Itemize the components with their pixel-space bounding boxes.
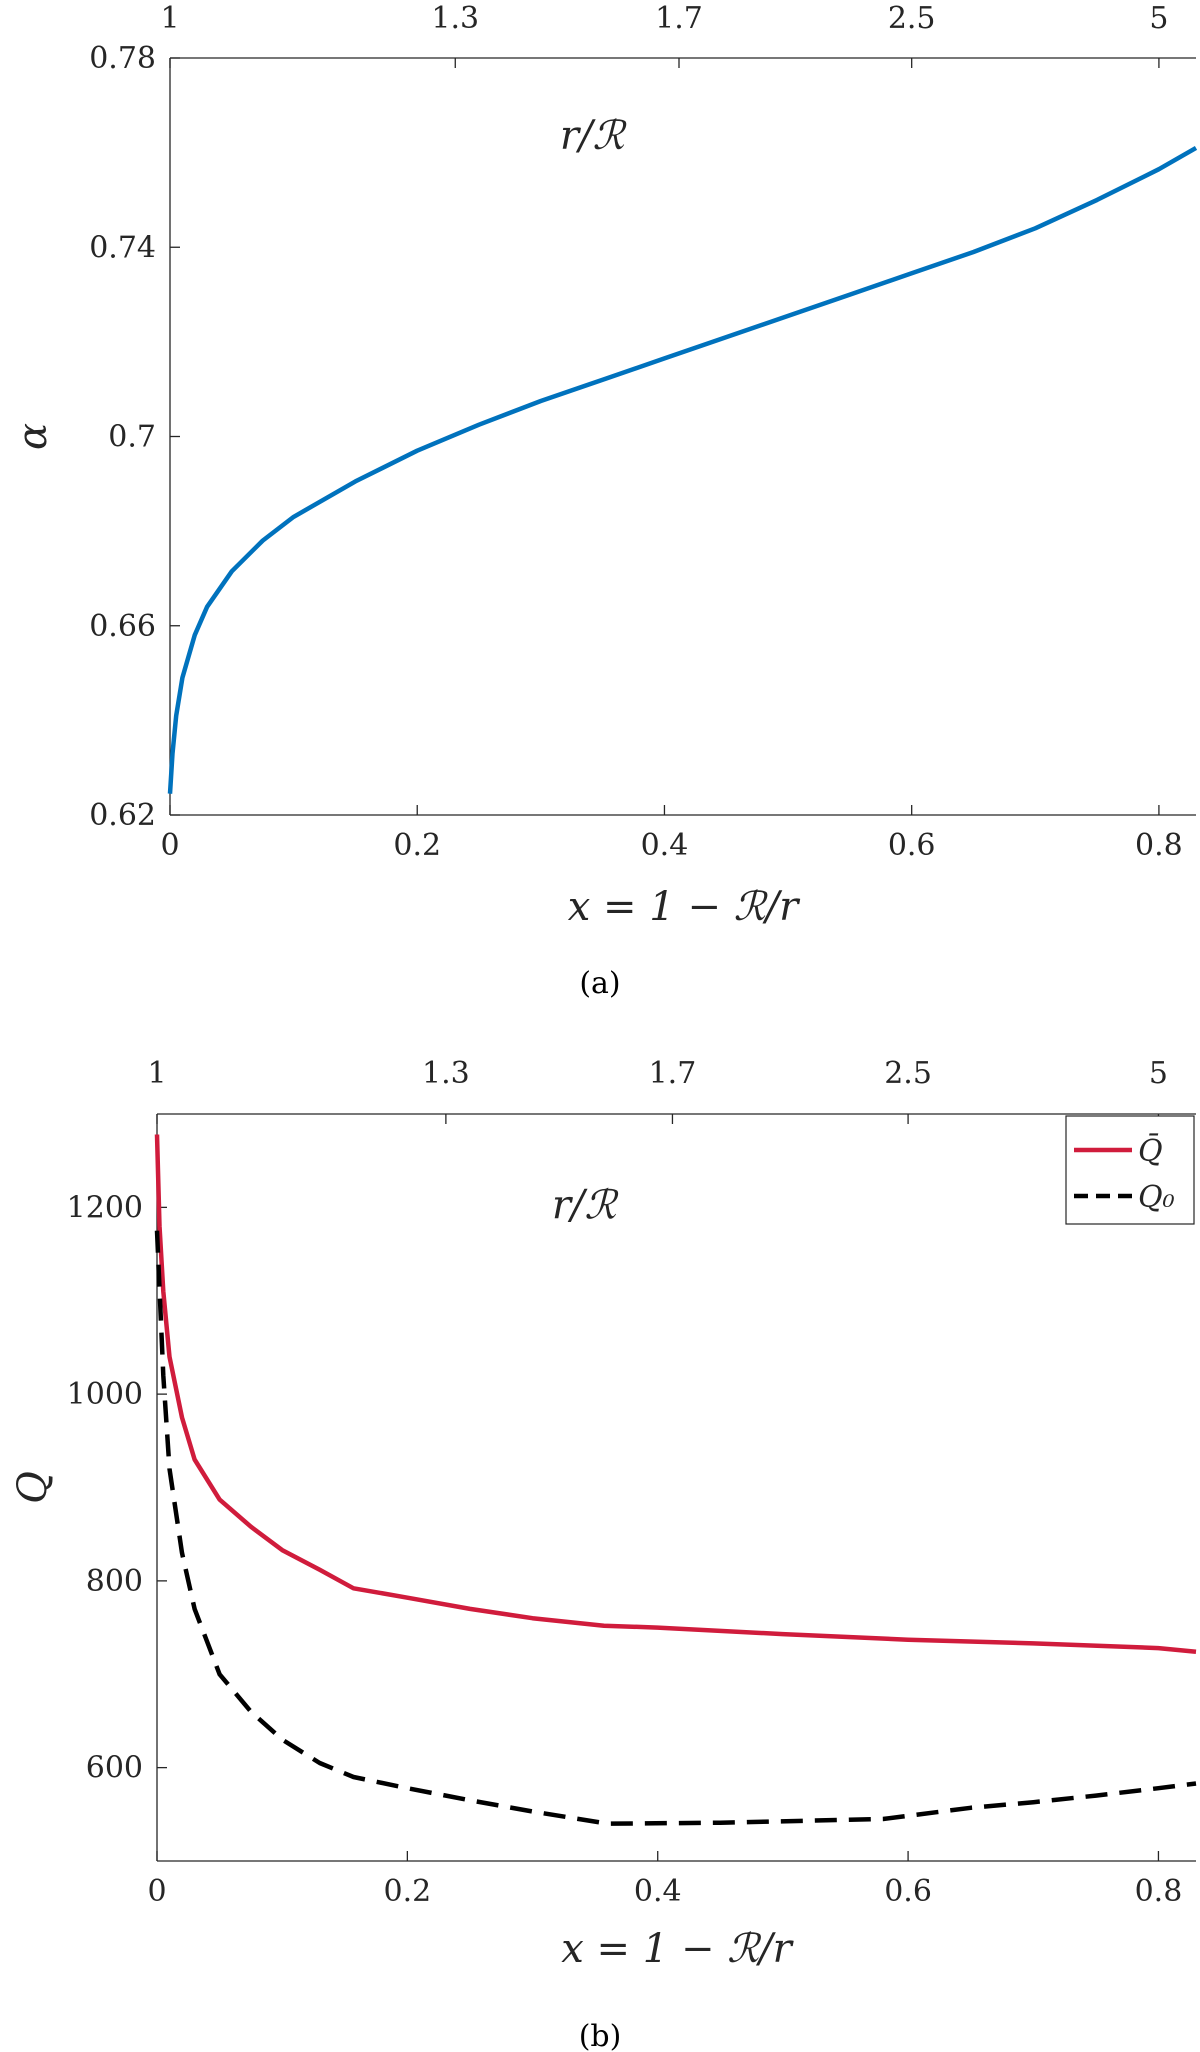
x-tick-label: 0 [147, 1874, 166, 1909]
top-tick-label: 5 [1149, 1056, 1168, 1091]
top-tick-label: 2.5 [888, 1, 936, 36]
y-tick-label: 0.7 [108, 420, 156, 455]
x-tick-label: 0.4 [641, 828, 689, 863]
x-axis-title: x = 1 − ℛ/r [568, 884, 801, 930]
top-axis-title: r/ℛ [560, 113, 628, 159]
y-axis-title: Q [10, 1471, 56, 1504]
top-tick-label: 1.7 [649, 1056, 697, 1091]
y-tick-label: 1200 [67, 1190, 143, 1225]
series-line-1 [154, 1230, 1197, 1826]
y-tick-label: 0.66 [89, 609, 156, 644]
x-tick-label: 0.2 [384, 1874, 432, 1909]
chart-b-q-vs-x: 0 0.2 0.4 0.6 0.8 600 800 1000 1200 1 1.3 1.7 2.5 5 r/… [10, 1056, 1197, 2052]
top-tick-label: 1.3 [422, 1056, 470, 1091]
top-tick-label: 1.7 [655, 1, 703, 36]
figure-caption: (a) [579, 966, 620, 1001]
y-tick-label: 0.78 [89, 41, 156, 76]
top-axis-title: r/ℛ [552, 1183, 620, 1229]
top-tick-label: 1.3 [431, 1, 479, 36]
x-tick-label: 0.2 [393, 828, 441, 863]
y-tick-label: 1000 [67, 1377, 143, 1412]
top-tick-label: 1 [160, 1, 179, 36]
x-tick-label: 0.6 [884, 1874, 932, 1909]
chart-a-alpha-vs-x: 0 0.2 0.4 0.6 0.8 0.62 0.66 0.7 0.74 0.781 1.3 1.7 2… [10, 1, 1198, 1001]
x-tick-label: 0.8 [1135, 1874, 1183, 1909]
legend-label-0: Q̄ [1138, 1133, 1163, 1169]
top-tick-label: 1 [147, 1056, 166, 1091]
x-tick-label: 0.8 [1135, 828, 1183, 863]
top-tick-label: 2.5 [884, 1056, 932, 1091]
series-line-0 [167, 145, 1198, 794]
series-line-0 [154, 1134, 1197, 1655]
x-axis-title: x = 1 − ℛ/r [561, 1926, 794, 1972]
y-tick-label: 800 [86, 1564, 143, 1599]
x-tick-label: 0.4 [634, 1874, 682, 1909]
figure-caption: (b) [579, 2019, 622, 2052]
y-axis-title: α [10, 423, 56, 450]
y-tick-label: 600 [86, 1751, 143, 1786]
legend-box [1065, 1115, 1195, 1225]
legend-label-1: Q₀ [1138, 1180, 1175, 1215]
y-tick-label: 0.74 [89, 230, 156, 265]
y-tick-label: 0.62 [89, 798, 156, 833]
x-tick-label: 0 [160, 828, 179, 863]
top-tick-label: 5 [1149, 1, 1168, 36]
x-tick-label: 0.6 [888, 828, 936, 863]
